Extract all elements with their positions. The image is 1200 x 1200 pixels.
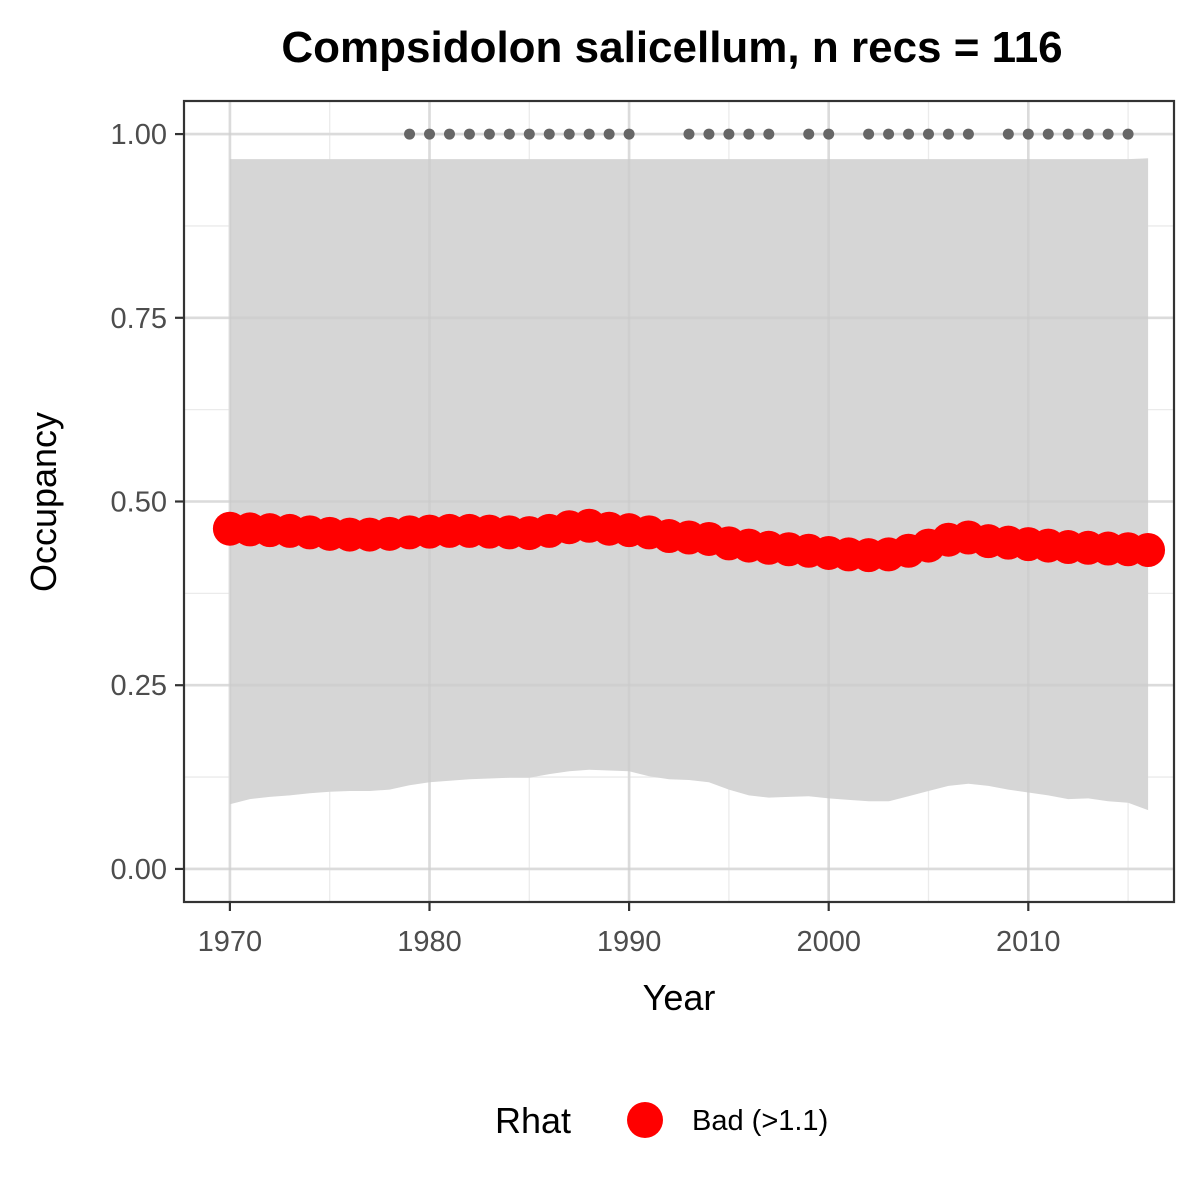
x-tick-label: 2000 — [796, 926, 861, 958]
x-axis-title: Year — [643, 977, 716, 1018]
record-point — [922, 128, 934, 140]
record-point — [1062, 128, 1074, 140]
record-point — [743, 128, 755, 140]
record-point — [583, 128, 595, 140]
record-point — [543, 128, 555, 140]
record-point — [443, 128, 455, 140]
y-tick-label: 0.00 — [111, 854, 167, 886]
record-point — [763, 128, 775, 140]
record-point — [523, 128, 535, 140]
x-tick-label: 1990 — [597, 926, 662, 958]
record-point — [1102, 128, 1114, 140]
record-point — [603, 128, 615, 140]
y-axis: 0.00 0.25 0.50 0.75 1.00 — [111, 119, 184, 886]
record-point — [903, 128, 915, 140]
record-point — [623, 128, 635, 140]
record-point — [823, 128, 835, 140]
x-tick-label: 2010 — [996, 926, 1061, 958]
confidence-band — [229, 158, 1149, 811]
y-tick-label: 0.25 — [111, 670, 167, 702]
record-point — [1002, 128, 1014, 140]
major-gridlines-overlay — [184, 101, 1174, 902]
record-point — [1042, 128, 1054, 140]
chart-title: Compsidolon salicellum, n recs = 116 — [281, 23, 1062, 72]
record-point — [1082, 128, 1094, 140]
x-axis: 1970 1980 1990 2000 2010 — [198, 902, 1061, 958]
record-point — [962, 128, 974, 140]
record-point — [863, 128, 875, 140]
record-point — [1122, 128, 1134, 140]
occupancy-points — [212, 508, 1166, 573]
record-point — [503, 128, 515, 140]
record-point — [723, 128, 735, 140]
legend-key-bad — [627, 1102, 663, 1138]
record-point — [1022, 128, 1034, 140]
occupancy-point — [1131, 533, 1166, 568]
x-tick-label: 1980 — [397, 926, 462, 958]
record-point — [703, 128, 715, 140]
record-point — [424, 128, 436, 140]
record-point — [463, 128, 475, 140]
record-point — [563, 128, 575, 140]
legend-label-bad: Bad (>1.1) — [692, 1105, 828, 1137]
record-point — [883, 128, 895, 140]
y-axis-title: Occupancy — [23, 412, 64, 592]
record-point — [942, 128, 954, 140]
record-point — [404, 128, 416, 140]
record-points — [404, 128, 1134, 140]
y-tick-label: 0.75 — [111, 303, 167, 335]
y-tick-label: 1.00 — [111, 119, 167, 151]
record-point — [683, 128, 695, 140]
x-tick-label: 1970 — [198, 926, 263, 958]
plot-panel — [182, 99, 1176, 904]
y-tick-label: 0.50 — [111, 487, 167, 519]
record-point — [803, 128, 815, 140]
legend-title: Rhat — [495, 1100, 571, 1141]
legend: Rhat Bad (>1.1) — [495, 1100, 828, 1141]
record-point — [483, 128, 495, 140]
